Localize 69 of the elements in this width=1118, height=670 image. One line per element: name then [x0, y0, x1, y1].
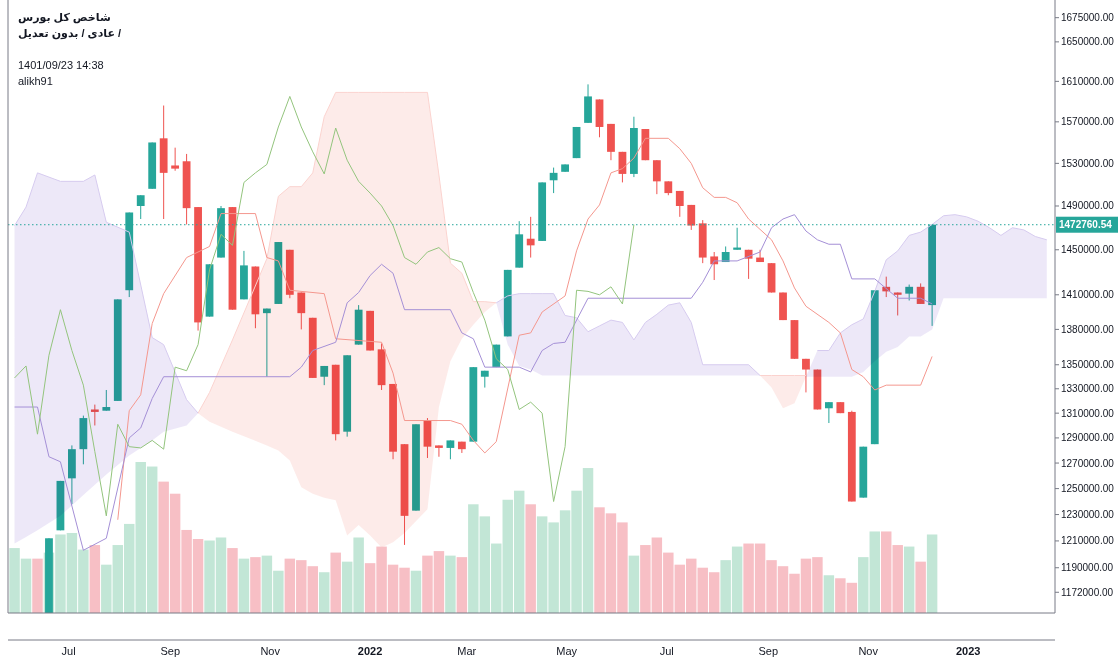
- candlestick: [756, 249, 764, 263]
- bar: [903, 546, 915, 613]
- y-tick-label: 1350000.00: [1061, 359, 1115, 371]
- bar: [330, 552, 341, 613]
- bar: [915, 561, 926, 613]
- candlestick: [435, 444, 443, 458]
- y-tick-label: 1450000.00: [1061, 244, 1115, 256]
- text: عادی / بدون تعدیل /: [18, 27, 122, 40]
- bar: [89, 545, 101, 613]
- candlestick: [297, 292, 306, 330]
- x-tick-label: Mar: [457, 645, 477, 657]
- x-tick-label: Sep: [758, 645, 779, 657]
- line-series: [117, 137, 933, 521]
- y-tick-label: 1250000.00: [1061, 483, 1115, 495]
- candlestick: [733, 227, 742, 251]
- x-tick-label: 2023: [955, 645, 981, 657]
- candlestick: [675, 190, 684, 218]
- bar: [227, 548, 238, 613]
- x-tick-label: Sep: [160, 645, 180, 657]
- bar: [238, 558, 250, 613]
- y-tick-label: 1310000.00: [1061, 407, 1115, 419]
- y-tick-label: 1210000.00: [1061, 535, 1115, 547]
- ref-line-label: 1472760.54: [1059, 219, 1113, 231]
- candlestick: [549, 167, 558, 194]
- bar: [32, 558, 43, 613]
- line-series: [14, 214, 933, 551]
- candlestick: [526, 216, 535, 259]
- x-tick-label: May: [556, 645, 578, 657]
- candlestick: [446, 439, 455, 460]
- y-tick-label: 1290000.00: [1061, 432, 1115, 444]
- x-tick-label: Jul: [61, 645, 76, 657]
- bar: [525, 504, 536, 613]
- candlestick: [102, 389, 111, 412]
- candlestick: [824, 401, 833, 424]
- bar: [445, 555, 456, 613]
- bar: [926, 534, 938, 613]
- y-tick-label: 1230000.00: [1061, 509, 1115, 521]
- bar: [456, 557, 468, 613]
- annotation: 1401/09/23 14:38: [18, 59, 104, 71]
- bar: [628, 555, 640, 613]
- candlestick: [802, 358, 810, 393]
- y-tick-label: 1410000.00: [1061, 289, 1115, 301]
- y-tick-label: 1172000.00: [1061, 586, 1114, 598]
- x-tick-label: 2022: [357, 645, 383, 657]
- bar: [823, 575, 835, 613]
- y-tick-label: 1650000.00: [1061, 36, 1115, 48]
- bar: [319, 572, 330, 613]
- x-tick-label: Nov: [260, 645, 281, 657]
- y-tick-label: 1675000.00: [1061, 12, 1115, 24]
- y-tick-label: 1570000.00: [1061, 116, 1115, 128]
- candlestick: [90, 404, 99, 426]
- candlestick: [652, 159, 661, 195]
- y-tick-label: 1530000.00: [1061, 157, 1115, 169]
- candlestick: [136, 194, 145, 220]
- annotation: alikh91: [18, 75, 53, 87]
- y-tick-label: 1190000.00: [1061, 562, 1114, 574]
- y-tick-label: 1380000.00: [1061, 323, 1115, 335]
- y-tick-label: 1330000.00: [1061, 383, 1115, 395]
- candlestick: [171, 147, 180, 172]
- bar: [250, 557, 261, 613]
- y-tick-label: 1270000.00: [1061, 457, 1115, 469]
- text: شاخص کل بورس: [18, 11, 111, 24]
- y-tick-label: 1610000.00: [1061, 75, 1115, 87]
- x-tick-label: Jul: [659, 645, 674, 657]
- bar: [410, 570, 422, 613]
- y-tick-label: 1490000.00: [1061, 200, 1115, 212]
- x-tick-label: Nov: [858, 645, 879, 657]
- candlestick: [687, 204, 696, 231]
- line-series: [14, 95, 635, 517]
